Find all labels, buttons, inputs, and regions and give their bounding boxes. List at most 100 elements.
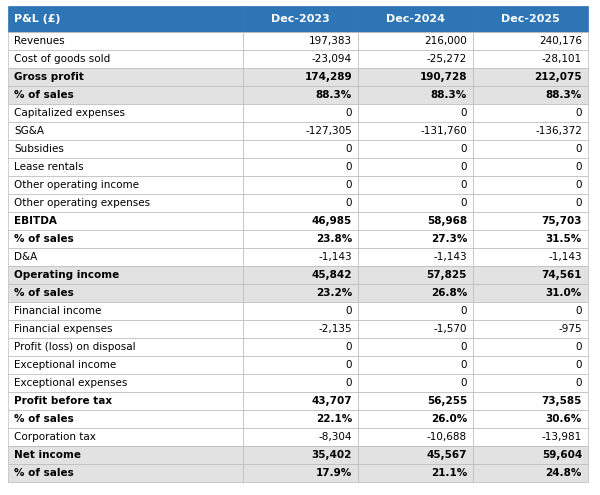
Text: % of sales: % of sales — [14, 288, 74, 298]
Bar — [473, 68, 588, 86]
Bar — [243, 176, 358, 194]
Bar — [243, 140, 358, 158]
Text: Profit (loss) on disposal: Profit (loss) on disposal — [14, 342, 136, 352]
Bar — [473, 338, 588, 356]
Bar — [473, 464, 588, 482]
Text: 0: 0 — [461, 198, 467, 208]
Text: 0: 0 — [575, 144, 582, 154]
Bar — [358, 266, 473, 284]
Text: Dec-2023: Dec-2023 — [271, 14, 330, 24]
Bar — [358, 176, 473, 194]
Text: 240,176: 240,176 — [539, 36, 582, 46]
Text: 88.3%: 88.3% — [431, 90, 467, 100]
Text: -23,094: -23,094 — [312, 54, 352, 64]
Bar — [8, 446, 243, 464]
Text: 58,968: 58,968 — [427, 216, 467, 226]
Bar — [8, 68, 243, 86]
Bar — [243, 302, 358, 320]
Text: Financial expenses: Financial expenses — [14, 324, 113, 334]
Bar — [358, 230, 473, 248]
Bar — [473, 86, 588, 104]
Bar — [473, 230, 588, 248]
Bar — [243, 464, 358, 482]
Bar — [8, 6, 243, 32]
Bar — [243, 320, 358, 338]
Bar — [8, 338, 243, 356]
Text: D&A: D&A — [14, 252, 37, 262]
Text: 30.6%: 30.6% — [546, 414, 582, 424]
Text: Dec-2025: Dec-2025 — [501, 14, 560, 24]
Bar — [243, 374, 358, 392]
Bar — [243, 392, 358, 410]
Text: 0: 0 — [575, 162, 582, 172]
Bar — [8, 86, 243, 104]
Text: Operating income: Operating income — [14, 270, 119, 280]
Text: 46,985: 46,985 — [312, 216, 352, 226]
Text: 0: 0 — [346, 378, 352, 388]
Bar — [243, 284, 358, 302]
Text: 88.3%: 88.3% — [546, 90, 582, 100]
Text: 0: 0 — [575, 378, 582, 388]
Text: Revenues: Revenues — [14, 36, 65, 46]
Bar — [358, 32, 473, 50]
Text: 174,289: 174,289 — [304, 72, 352, 82]
Bar — [8, 320, 243, 338]
Bar — [473, 356, 588, 374]
Text: 0: 0 — [575, 198, 582, 208]
Bar — [243, 212, 358, 230]
Bar — [8, 140, 243, 158]
Text: 24.8%: 24.8% — [545, 468, 582, 478]
Bar — [473, 104, 588, 122]
Text: -13,981: -13,981 — [542, 432, 582, 442]
Text: 31.0%: 31.0% — [546, 288, 582, 298]
Text: Gross profit: Gross profit — [14, 72, 84, 82]
Text: 0: 0 — [346, 180, 352, 190]
Bar — [473, 446, 588, 464]
Text: 73,585: 73,585 — [542, 396, 582, 406]
Bar — [358, 464, 473, 482]
Bar — [8, 122, 243, 140]
Text: Exceptional income: Exceptional income — [14, 360, 116, 370]
Bar — [473, 140, 588, 158]
Bar — [358, 392, 473, 410]
Text: -1,570: -1,570 — [433, 324, 467, 334]
Bar — [358, 248, 473, 266]
Text: 31.5%: 31.5% — [546, 234, 582, 244]
Text: Other operating expenses: Other operating expenses — [14, 198, 150, 208]
Text: -10,688: -10,688 — [427, 432, 467, 442]
Bar — [8, 50, 243, 68]
Text: 0: 0 — [461, 162, 467, 172]
Bar — [358, 302, 473, 320]
Text: 0: 0 — [461, 108, 467, 118]
Text: 57,825: 57,825 — [427, 270, 467, 280]
Bar — [8, 158, 243, 176]
Text: 35,402: 35,402 — [311, 450, 352, 460]
Text: 0: 0 — [575, 342, 582, 352]
Text: 0: 0 — [575, 108, 582, 118]
Text: Net income: Net income — [14, 450, 81, 460]
Text: -127,305: -127,305 — [305, 126, 352, 136]
Text: 26.8%: 26.8% — [431, 288, 467, 298]
Text: 45,567: 45,567 — [427, 450, 467, 460]
Text: 23.2%: 23.2% — [316, 288, 352, 298]
Bar — [358, 446, 473, 464]
Text: Profit before tax: Profit before tax — [14, 396, 112, 406]
Text: 88.3%: 88.3% — [316, 90, 352, 100]
Bar — [243, 338, 358, 356]
Bar — [243, 122, 358, 140]
Text: 0: 0 — [461, 378, 467, 388]
Text: 59,604: 59,604 — [542, 450, 582, 460]
Bar — [473, 392, 588, 410]
Text: 17.9%: 17.9% — [316, 468, 352, 478]
Bar — [8, 464, 243, 482]
Bar — [243, 266, 358, 284]
Bar — [243, 104, 358, 122]
Text: 0: 0 — [346, 342, 352, 352]
Text: 75,703: 75,703 — [542, 216, 582, 226]
Text: SG&A: SG&A — [14, 126, 44, 136]
Bar — [243, 194, 358, 212]
Text: 74,561: 74,561 — [542, 270, 582, 280]
Text: 0: 0 — [461, 360, 467, 370]
Text: 0: 0 — [346, 306, 352, 316]
Text: -975: -975 — [559, 324, 582, 334]
